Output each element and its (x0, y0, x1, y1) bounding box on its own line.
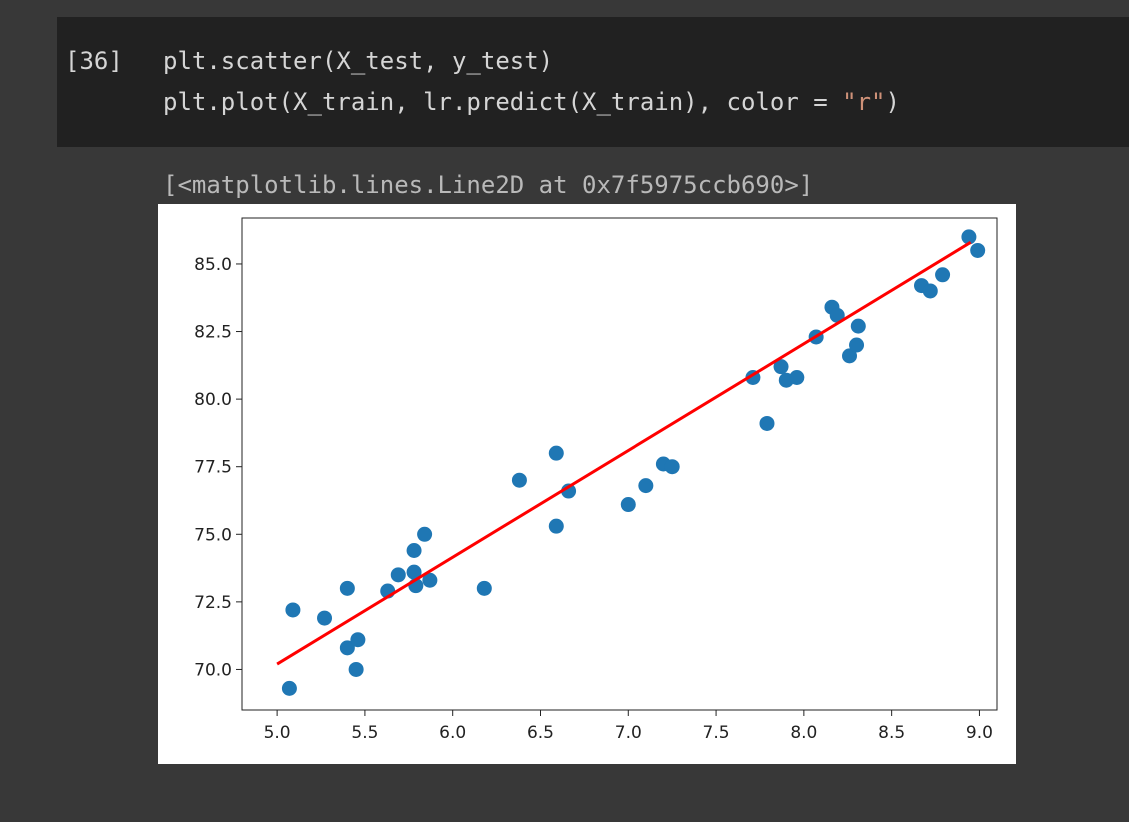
y-tick-label: 85.0 (194, 255, 232, 275)
scatter-chart: 5.0 5.5 6.0 6.5 7.0 7.5 8.0 8.5 9.0 70.0 72.5 75.0 7… (194, 217, 998, 743)
x-tick-label: 9.0 (966, 723, 993, 743)
plot-output: 5.0 5.5 6.0 6.5 7.0 7.5 8.0 8.5 9.0 70.0 72.5 75.0 7… (158, 204, 1016, 764)
scatter-point (350, 632, 366, 648)
execution-count: [36] (65, 47, 123, 75)
y-tick-label: 75.0 (194, 525, 232, 545)
code-line-2[interactable]: plt.plot(X_train, lr.predict(X_train), c… (163, 88, 900, 116)
scatter-point (422, 572, 438, 588)
scatter-point (849, 337, 865, 353)
code-string-literal: "r" (842, 88, 886, 116)
scatter-point (773, 359, 789, 375)
x-tick-label: 5.5 (351, 723, 378, 743)
scatter-point (970, 242, 986, 258)
y-tick-label: 77.5 (194, 458, 232, 478)
scatter-point (339, 640, 355, 656)
x-tick-label: 5.0 (264, 723, 291, 743)
scatter-point (829, 307, 845, 323)
scatter-point (561, 483, 577, 499)
scatter-point (390, 567, 406, 583)
x-tick-label: 6.0 (439, 723, 466, 743)
x-tick-label: 8.5 (878, 723, 905, 743)
scatter-point (620, 497, 636, 513)
scatter-point (548, 445, 564, 461)
scatter-point (961, 229, 977, 245)
code-line-2-prefix: plt.plot(X_train, lr.predict(X_train), c… (163, 88, 843, 116)
y-tick-label: 72.5 (194, 593, 232, 613)
scatter-point (281, 680, 297, 696)
plot-frame (241, 217, 998, 711)
scatter-point (638, 478, 654, 494)
scatter-point (406, 564, 422, 580)
code-line-2-suffix: ) (885, 88, 900, 116)
scatter-point (664, 459, 680, 475)
scatter-point (339, 580, 355, 596)
x-tick-label: 7.5 (703, 723, 730, 743)
scatter-point (406, 543, 422, 559)
scatter-point (548, 518, 564, 534)
y-tick-label: 70.0 (194, 660, 232, 680)
scatter-point (789, 369, 805, 385)
x-tick-label: 7.0 (615, 723, 642, 743)
scatter-point (317, 610, 333, 626)
scatter-point (511, 472, 527, 488)
scatter-point (850, 318, 866, 334)
scatter-point (285, 602, 301, 618)
scatter-point (476, 580, 492, 596)
scatter-point (759, 415, 775, 431)
scatter-point (417, 526, 433, 542)
scatter-point (922, 283, 938, 299)
x-tick-label: 8.0 (790, 723, 817, 743)
cell-output-text: [<matplotlib.lines.Line2D at 0x7f5975ccb… (163, 171, 814, 199)
code-cell[interactable]: [36] plt.scatter(X_test, y_test) plt.plo… (57, 17, 1129, 147)
scatter-point (842, 348, 858, 364)
scatter-point (935, 267, 951, 283)
x-tick-label: 6.5 (527, 723, 554, 743)
regression-line (276, 241, 972, 666)
y-tick-label: 82.5 (194, 323, 232, 343)
scatter-point (348, 661, 364, 677)
y-tick-label: 80.0 (194, 390, 232, 410)
code-line-1[interactable]: plt.scatter(X_test, y_test) (163, 47, 554, 75)
